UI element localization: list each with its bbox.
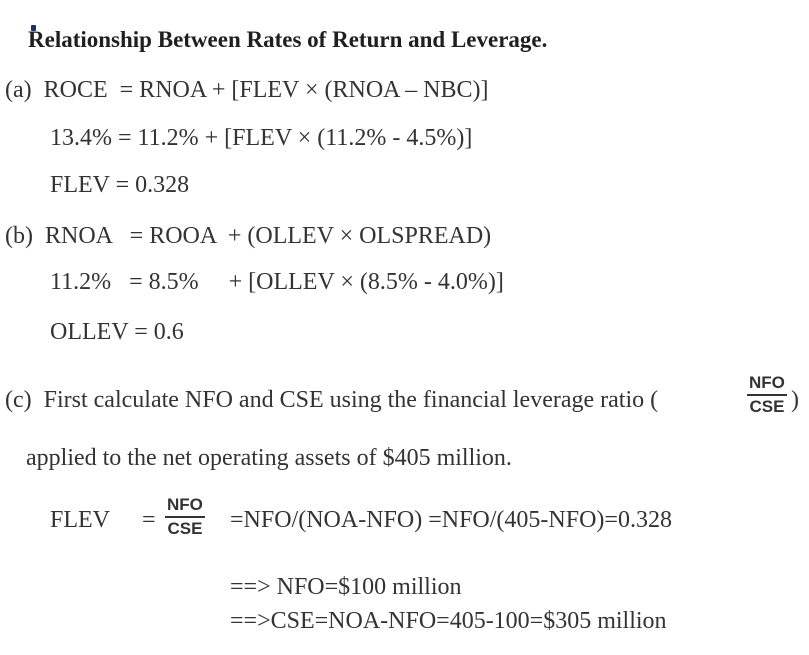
flev-label: FLEV: [50, 507, 110, 533]
part-c-intro: (c) First calculate NFO and CSE using th…: [5, 387, 659, 413]
page-title: Relationship Between Rates of Return and…: [28, 27, 548, 52]
part-b-equation: (b) RNOA = ROOA + (OLLEV × OLSPREAD): [5, 223, 492, 249]
cse-result: ==>CSE=NOA-NFO=405-100=$305 million: [230, 608, 667, 634]
ratio-denominator: CSE: [749, 397, 785, 416]
part-a-equation: (a) ROCE = RNOA + [FLEV × (RNOA – NBC)]: [5, 77, 489, 103]
part-a-substitution: 13.4% = 11.2% + [FLEV × (11.2% - 4.5%)]: [50, 125, 473, 151]
close-paren: ): [791, 387, 799, 413]
leverage-ratio-fraction: NFO CSE: [747, 373, 787, 417]
part-c-noa-statement: applied to the net operating assets of $…: [26, 445, 512, 471]
bullet-dot: [31, 25, 36, 31]
nfo-result: ==> NFO=$100 million: [230, 574, 462, 600]
ratio-numerator: NFO: [747, 373, 787, 396]
part-b-substitution: 11.2% = 8.5% + [OLLEV × (8.5% - 4.0%)]: [50, 269, 504, 295]
flev-denominator: CSE: [167, 519, 203, 538]
flev-expression: =NFO/(NOA-NFO) =NFO/(405-NFO)=0.328: [230, 507, 672, 533]
flev-fraction: NFO CSE: [165, 495, 205, 539]
part-a-result: FLEV = 0.328: [50, 172, 190, 198]
part-b-result: OLLEV = 0.6: [50, 319, 184, 345]
flev-numerator: NFO: [165, 495, 205, 518]
flev-equals: =: [142, 507, 156, 533]
